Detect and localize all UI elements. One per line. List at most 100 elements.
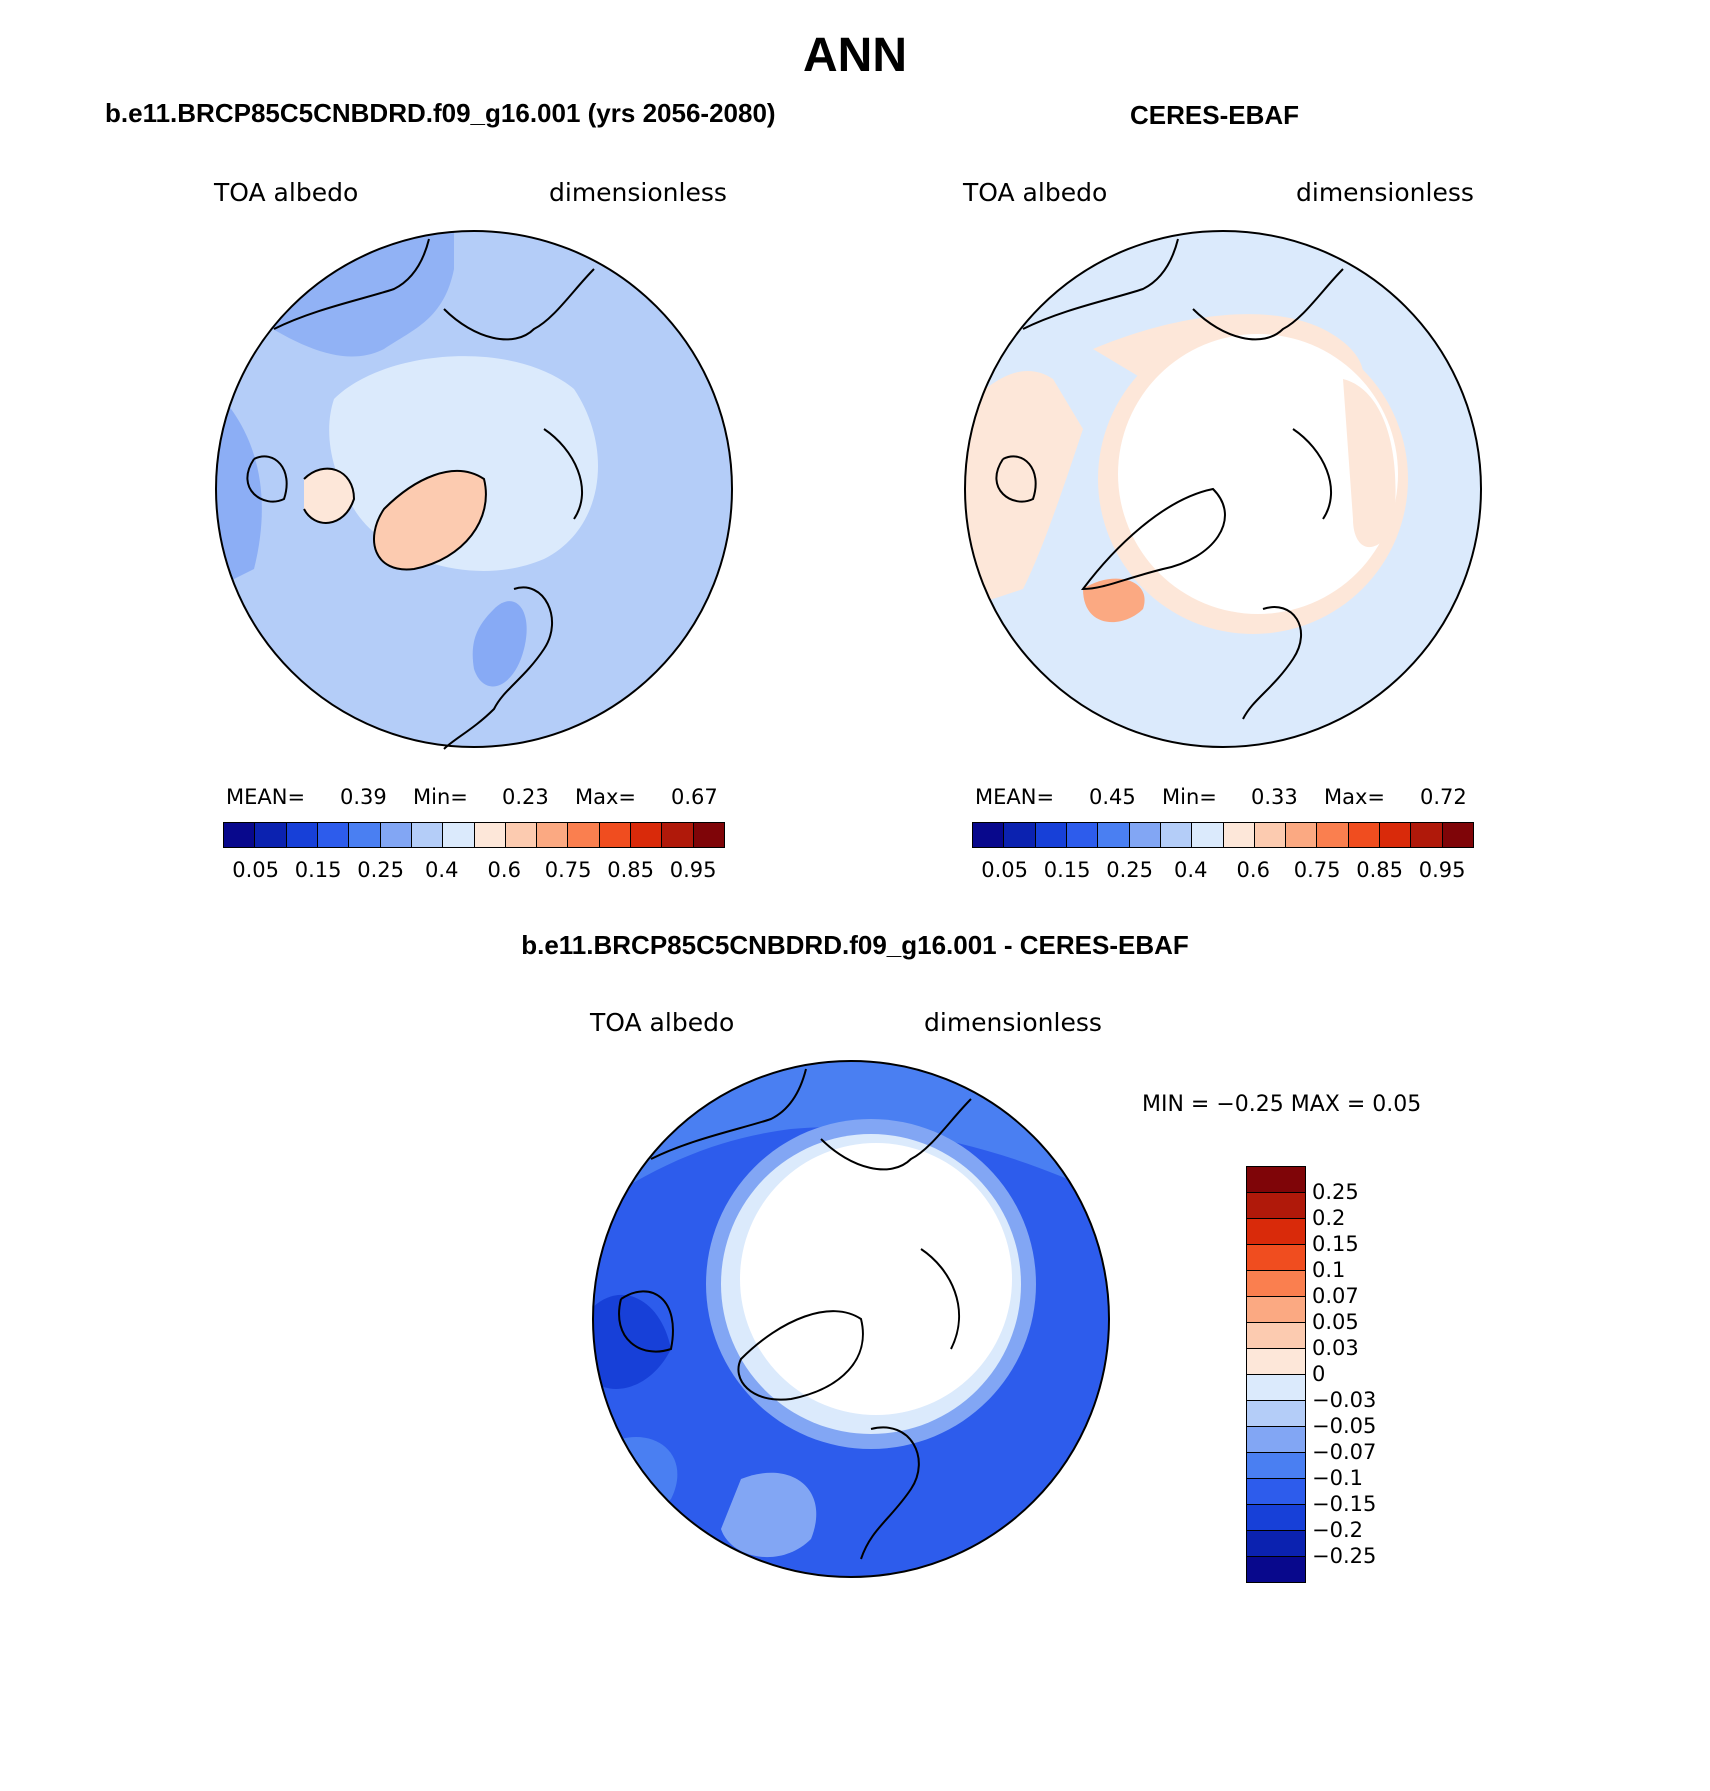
colorbar-tick-label: −0.25 — [1312, 1544, 1377, 1568]
colorbar-tick-label: 0.03 — [1312, 1336, 1359, 1360]
map-border — [215, 230, 733, 748]
model-mean-value: 0.39 — [340, 785, 387, 809]
model-colorbar-labels: 0.05 0.15 0.25 0.4 0.6 0.75 0.85 0.95 — [223, 858, 723, 884]
obs-colorbar — [972, 822, 1474, 848]
colorbar-swatch — [224, 823, 256, 847]
colorbar-swatch — [1247, 1193, 1305, 1219]
colorbar-swatch — [505, 823, 538, 847]
colorbar-tick-label: 0 — [1312, 1362, 1326, 1386]
map-field — [1083, 578, 1145, 623]
colorbar-swatch — [1247, 1219, 1305, 1245]
colorbar-swatch — [255, 823, 287, 847]
colorbar-tick-label: −0.07 — [1312, 1440, 1377, 1464]
colorbar-tick-label: 0.25 — [1106, 858, 1154, 882]
obs-variable-label: TOA albedo — [963, 178, 1108, 207]
colorbar-swatch — [1035, 823, 1067, 847]
map-field — [1343, 379, 1396, 548]
map-field — [304, 468, 354, 523]
colorbar-tick-label: 0.95 — [669, 858, 717, 882]
colorbar-tick-label: 0.15 — [1043, 858, 1091, 882]
obs-colorbar-labels: 0.05 0.15 0.25 0.4 0.6 0.75 0.85 0.95 — [972, 858, 1472, 884]
colorbar-swatch — [1066, 823, 1099, 847]
colorbar-swatch — [1247, 1479, 1305, 1505]
diff-colorbar-labels: 0.25 0.2 0.15 0.1 0.07 0.05 0.03 0 −0.03 −0.05 −0.… — [1312, 1166, 1432, 1576]
colorbar-swatch — [1380, 823, 1412, 847]
diff-colorbar — [1246, 1166, 1306, 1583]
model-mean-label: MEAN= — [226, 785, 306, 809]
model-panel-title: b.e11.BRCP85C5CNBDRD.f09_g16.001 (yrs 20… — [105, 98, 776, 128]
diff-min-max-stats: MIN = −0.25 MAX = 0.05 — [1142, 1092, 1422, 1117]
colorbar-swatch — [1317, 823, 1349, 847]
colorbar-swatch — [1247, 1271, 1305, 1297]
colorbar-tick-label: −0.05 — [1312, 1414, 1377, 1438]
model-variable-label: TOA albedo — [214, 178, 359, 207]
colorbar-tick-label: 0.75 — [1293, 858, 1341, 882]
colorbar-tick-label: 0.4 — [425, 858, 459, 882]
colorbar-tick-label: 0.25 — [1312, 1180, 1359, 1204]
colorbar-tick-label: −0.03 — [1312, 1388, 1377, 1412]
coastlines — [246, 238, 595, 750]
colorbar-tick-label: 0.6 — [1236, 858, 1270, 882]
map-border — [964, 230, 1482, 748]
diff-units-label: dimensionless — [924, 1008, 1102, 1037]
colorbar-swatch — [317, 823, 350, 847]
colorbar-swatch — [1247, 1505, 1305, 1531]
coastlines — [995, 238, 1344, 720]
colorbar-tick-label: 0.15 — [294, 858, 342, 882]
colorbar-tick-label: 0.75 — [544, 858, 592, 882]
coastlines — [618, 1068, 972, 1560]
colorbar-swatch — [1348, 823, 1381, 847]
obs-max-label: Max= — [1324, 785, 1386, 809]
colorbar-tick-label: −0.2 — [1312, 1518, 1363, 1542]
map-field — [965, 370, 1083, 609]
colorbar-swatch — [1247, 1453, 1305, 1479]
colorbar-swatch — [1247, 1167, 1305, 1193]
colorbar-tick-label: 0.25 — [357, 858, 405, 882]
obs-units-label: dimensionless — [1296, 178, 1474, 207]
obs-min-label: Min= — [1162, 785, 1217, 809]
colorbar-swatch — [1411, 823, 1443, 847]
colorbar-tick-label: 0.05 — [1312, 1310, 1359, 1334]
colorbar-tick-label: 0.6 — [487, 858, 521, 882]
colorbar-swatch — [662, 823, 694, 847]
colorbar-swatch — [1160, 823, 1193, 847]
colorbar-swatch — [1286, 823, 1318, 847]
map-field — [472, 601, 527, 687]
colorbar-swatch — [1129, 823, 1161, 847]
model-min-value: 0.23 — [502, 785, 549, 809]
diff-panel-title: b.e11.BRCP85C5CNBDRD.f09_g16.001 - CERES… — [521, 930, 1189, 960]
colorbar-swatch — [1247, 1297, 1305, 1323]
colorbar-swatch — [1004, 823, 1036, 847]
model-polar-map — [215, 230, 733, 750]
map-border — [592, 1060, 1110, 1578]
model-min-label: Min= — [413, 785, 468, 809]
colorbar-tick-label: −0.1 — [1312, 1466, 1363, 1490]
obs-mean-label: MEAN= — [975, 785, 1055, 809]
obs-max-value: 0.72 — [1420, 785, 1467, 809]
model-colorbar — [223, 822, 725, 848]
colorbar-swatch — [568, 823, 600, 847]
colorbar-swatch — [693, 823, 724, 847]
colorbar-tick-label: 0.07 — [1312, 1284, 1359, 1308]
colorbar-swatch — [1247, 1375, 1305, 1401]
colorbar-swatch — [1098, 823, 1130, 847]
colorbar-swatch — [1442, 823, 1473, 847]
colorbar-tick-label: 0.85 — [1356, 858, 1404, 882]
colorbar-swatch — [1247, 1557, 1305, 1582]
colorbar-swatch — [443, 823, 475, 847]
model-max-label: Max= — [575, 785, 637, 809]
obs-mean-value: 0.45 — [1089, 785, 1136, 809]
colorbar-swatch — [286, 823, 318, 847]
diff-polar-map — [592, 1060, 1110, 1578]
colorbar-swatch — [1247, 1245, 1305, 1271]
colorbar-tick-label: 0.85 — [607, 858, 655, 882]
colorbar-tick-label: 0.15 — [1312, 1232, 1359, 1256]
colorbar-swatch — [631, 823, 663, 847]
map-field — [740, 1143, 1012, 1415]
model-max-value: 0.67 — [671, 785, 718, 809]
colorbar-swatch — [1247, 1349, 1305, 1375]
obs-polar-map — [964, 230, 1482, 748]
colorbar-swatch — [411, 823, 444, 847]
colorbar-swatch — [380, 823, 412, 847]
colorbar-tick-label: 0.1 — [1312, 1258, 1346, 1282]
